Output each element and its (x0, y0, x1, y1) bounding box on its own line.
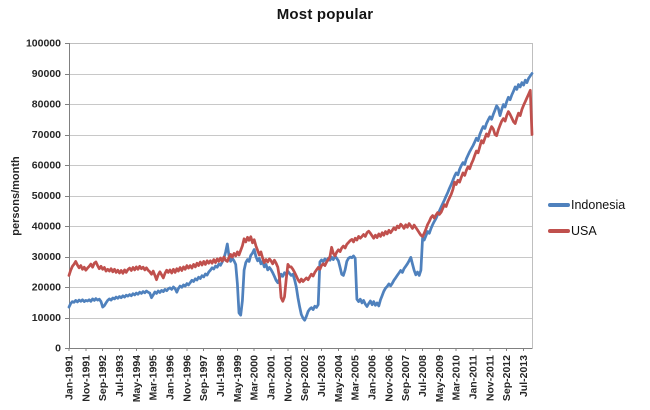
y-tick-label: 20000 (32, 282, 61, 294)
x-tick-label: Jul-1993 (114, 355, 126, 397)
x-tick-label: Jan-1991 (64, 355, 76, 400)
x-tick-label: Jan-2011 (468, 355, 480, 400)
x-tick-label: Nov-2006 (383, 355, 395, 402)
x-tick-label: Jul-1998 (215, 355, 227, 397)
legend-item-indonesia: Indonesia (548, 199, 625, 212)
x-tick-label: Nov-2011 (484, 355, 496, 401)
y-tick-label: 80000 (32, 99, 61, 111)
y-axis-labels: 0 10000 20000 30000 40000 50000 60000 70000 8000… (26, 38, 69, 355)
x-tick-label: May-1994 (131, 355, 143, 402)
x-tick-label: Mar-2010 (451, 355, 463, 401)
x-tick-label: Nov-1991 (80, 355, 92, 402)
x-tick-label: Nov-1996 (181, 355, 193, 402)
gridlines (69, 43, 532, 319)
y-tick-label: 30000 (32, 251, 61, 263)
x-tick-label: Sep-1997 (198, 355, 210, 401)
x-tick-label: May-2009 (434, 355, 446, 402)
legend-label-usa: USA (571, 223, 597, 238)
y-tick-label: 50000 (32, 190, 61, 202)
y-tick-label: 70000 (32, 129, 61, 141)
x-tick-label: Mar-2000 (249, 355, 261, 401)
x-tick-label: Jan-2006 (367, 355, 379, 400)
usa-line-swatch-icon (548, 228, 570, 233)
x-tick-label: May-1999 (232, 355, 244, 402)
x-tick-label: Sep-2002 (299, 355, 311, 401)
x-tick-label: May-2004 (333, 355, 345, 402)
x-tick-label: Jan-2001 (266, 355, 278, 400)
y-tick-label: 60000 (32, 160, 61, 172)
x-tick-label: Jul-2008 (417, 355, 429, 397)
y-tick-label: 40000 (32, 221, 61, 233)
x-tick-label: Jan-1996 (165, 355, 177, 400)
legend-label-indonesia: Indonesia (571, 198, 626, 212)
x-tick-label: Jul-2003 (316, 355, 328, 397)
series-line-usa (67, 88, 534, 303)
x-tick-label: Mar-2005 (350, 355, 362, 401)
x-tick-label: Nov-2001 (282, 355, 294, 402)
x-tick-label: Mar-1995 (148, 355, 160, 401)
axes (69, 43, 533, 349)
series-line-indonesia (67, 72, 534, 322)
x-tick-label: Sep-2012 (501, 355, 513, 401)
y-tick-label: 100000 (26, 38, 61, 50)
y-tick-label: 0 (55, 343, 61, 355)
y-tick-label: 10000 (32, 312, 61, 324)
legend-item-usa: USA (548, 223, 625, 238)
legend: Indonesia USA (548, 199, 625, 237)
x-axis-labels: Jan-1991 Nov-1991 Sep-1992 Jul-1993 May-1994… (64, 348, 530, 402)
chart-title: Most popular (276, 6, 374, 23)
indonesia-line-swatch-icon (548, 203, 570, 208)
x-tick-label: Jul-2013 (518, 355, 530, 397)
x-tick-label: Sep-2007 (400, 355, 412, 401)
y-tick-label: 90000 (32, 68, 61, 80)
x-tick-label: Sep-1992 (97, 355, 109, 401)
